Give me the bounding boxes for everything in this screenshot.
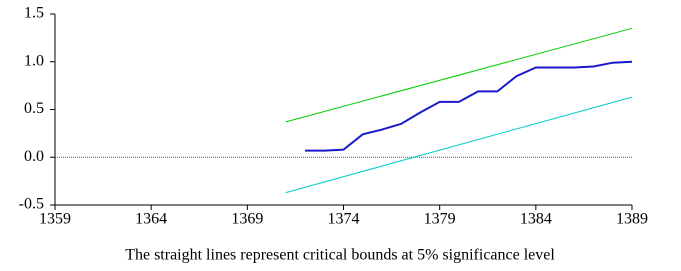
- series-line: [305, 62, 632, 151]
- page: The straight lines represent critical bo…: [0, 0, 681, 271]
- x-tick-label: 1359: [39, 211, 71, 228]
- y-tick-label: 0.5: [24, 100, 44, 117]
- x-tick-label: 1364: [135, 211, 167, 228]
- x-tick-label: 1369: [231, 211, 263, 228]
- x-tick-label: 1379: [424, 211, 456, 228]
- y-tick-label: 1.5: [24, 5, 44, 22]
- x-tick-label: 1384: [520, 211, 552, 228]
- series-line: [286, 28, 632, 122]
- caption: The straight lines represent critical bo…: [125, 247, 555, 264]
- y-tick-label: 1.0: [24, 52, 44, 69]
- y-tick-label: 0.0: [24, 148, 44, 165]
- x-tick-label: 1389: [616, 211, 648, 228]
- x-tick-label: 1374: [328, 211, 360, 228]
- chart: The straight lines represent critical bo…: [0, 0, 681, 271]
- series-line: [286, 97, 632, 193]
